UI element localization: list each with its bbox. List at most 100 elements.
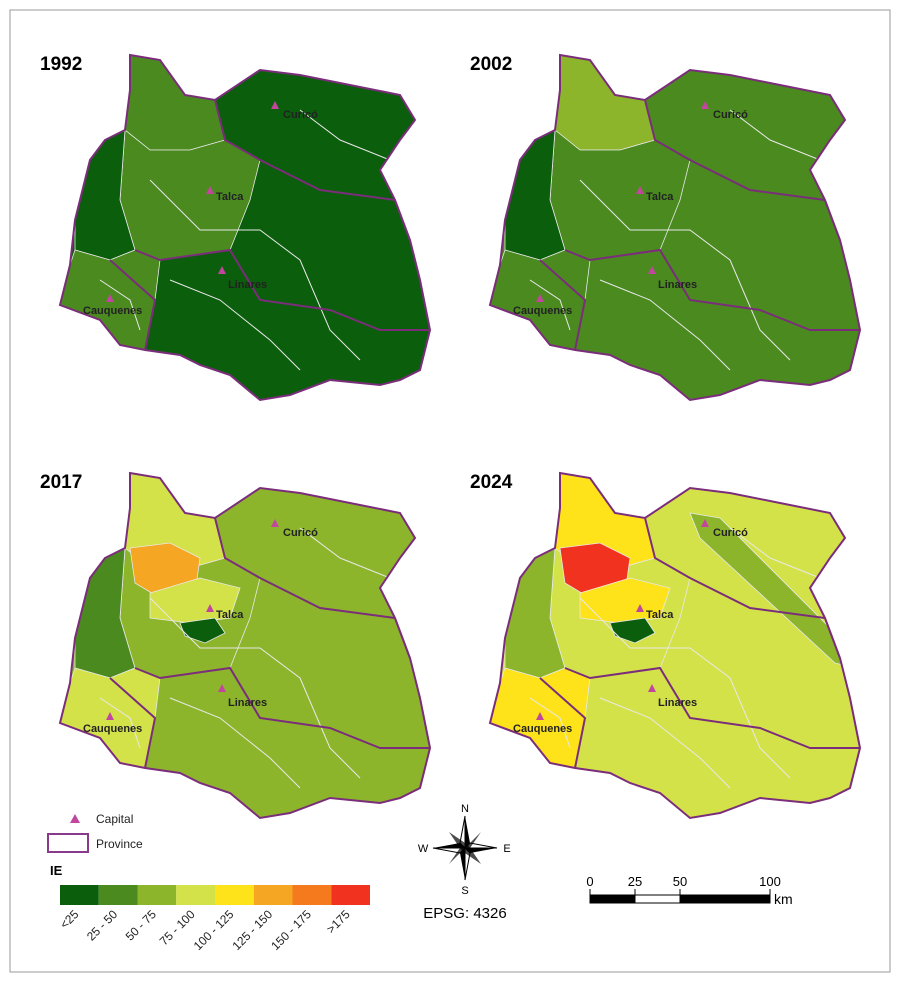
province-symbol [47,833,89,853]
year-label: 2024 [470,472,513,493]
outline [58,471,432,820]
scale-segment [679,894,771,904]
capital [636,604,644,612]
capital-label: Curicó [283,527,318,539]
scale-label: 100 [759,874,781,889]
commune-line [579,597,791,779]
region [179,617,226,644]
capital-label: Talca [646,609,674,621]
capital [206,186,214,194]
capital [648,684,656,692]
province-line [564,248,860,331]
map-panel: 2017 Curicó Talca Linares Cauquenes [40,471,432,820]
capital-symbol [70,814,80,823]
commune-line [529,279,571,331]
scale-bar: 0 25 50 100 km [586,874,792,907]
province-line [109,677,157,769]
year-label: 2017 [40,472,82,493]
capital-label: Cauquenes [83,723,142,735]
legend-swatch [292,885,332,905]
map-panel: 2002 Curicó Talca Linares Cauquenes [470,53,862,402]
capital [701,519,709,527]
capital-label: Curicó [713,527,748,539]
region [149,577,241,624]
legend-province: Province [96,837,143,851]
commune-line [729,109,821,161]
capital [106,712,114,720]
commune-line [169,697,301,789]
legend-swatch [98,885,138,905]
commune-line [149,597,361,779]
scale-unit: km [774,891,793,907]
commune-line [149,179,361,361]
capital [701,101,709,109]
legend-swatch [60,885,99,905]
capital [218,684,226,692]
region [579,577,671,624]
regions [60,473,430,818]
capital [536,712,544,720]
commune-line [99,279,141,331]
commune-line [529,697,571,749]
scale-label: 50 [673,874,687,889]
legend-capital: Capital [96,812,133,826]
capital-label: Cauquenes [83,305,142,317]
compass-w: W [418,843,429,855]
capital-label: Cauquenes [513,723,572,735]
scale-segment [589,894,636,904]
capital-label: Talca [216,609,244,621]
compass-e: E [503,843,510,855]
commune-line [579,179,791,361]
scale-label: 25 [628,874,642,889]
capital [271,101,279,109]
legend-swatch [331,885,370,905]
capital [206,604,214,612]
legend-title: IE [50,863,63,878]
commune-line [299,109,391,161]
year-label: 1992 [40,54,82,75]
capital [106,294,114,302]
scale-label: 0 [586,874,593,889]
capital-label: Talca [646,191,674,203]
capital [218,266,226,274]
province-line [539,259,587,351]
outline [488,53,862,402]
map-panel: 1992 Curicó Talca Linares Cauquenes [40,53,432,402]
legend-swatch [215,885,254,905]
province-line [109,259,157,351]
crs: EPSG: 4326 [423,905,506,922]
capital [536,294,544,302]
commune-line [299,527,391,579]
province-line [539,677,587,769]
commune-line [599,697,731,789]
capital-label: Curicó [283,109,318,121]
capital-label: Linares [658,697,697,709]
commune-line [599,279,731,371]
capital-label: Linares [228,279,267,291]
legend-swatch [253,885,293,905]
capital-label: Cauquenes [513,305,572,317]
commune-line [169,279,301,371]
outline [488,471,862,820]
outline [58,53,432,402]
province-line [134,666,430,749]
compass: N S E W [418,803,511,897]
region [609,617,656,644]
capital-label: Talca [216,191,244,203]
capital [648,266,656,274]
commune-line [729,527,821,579]
commune-line [99,697,141,749]
capital-label: Curicó [713,109,748,121]
capital [636,186,644,194]
legend-swatch [137,885,177,905]
province-line [564,666,860,749]
capital-label: Linares [228,697,267,709]
scale-segment [634,894,681,904]
compass-n: N [461,803,469,815]
province-line [134,248,430,331]
capital [271,519,279,527]
year-label: 2002 [470,54,512,75]
panels: 1992 Curicó Talca Linares Cauquenes 2002 Curic… [40,53,862,820]
capital-label: Linares [658,279,697,291]
